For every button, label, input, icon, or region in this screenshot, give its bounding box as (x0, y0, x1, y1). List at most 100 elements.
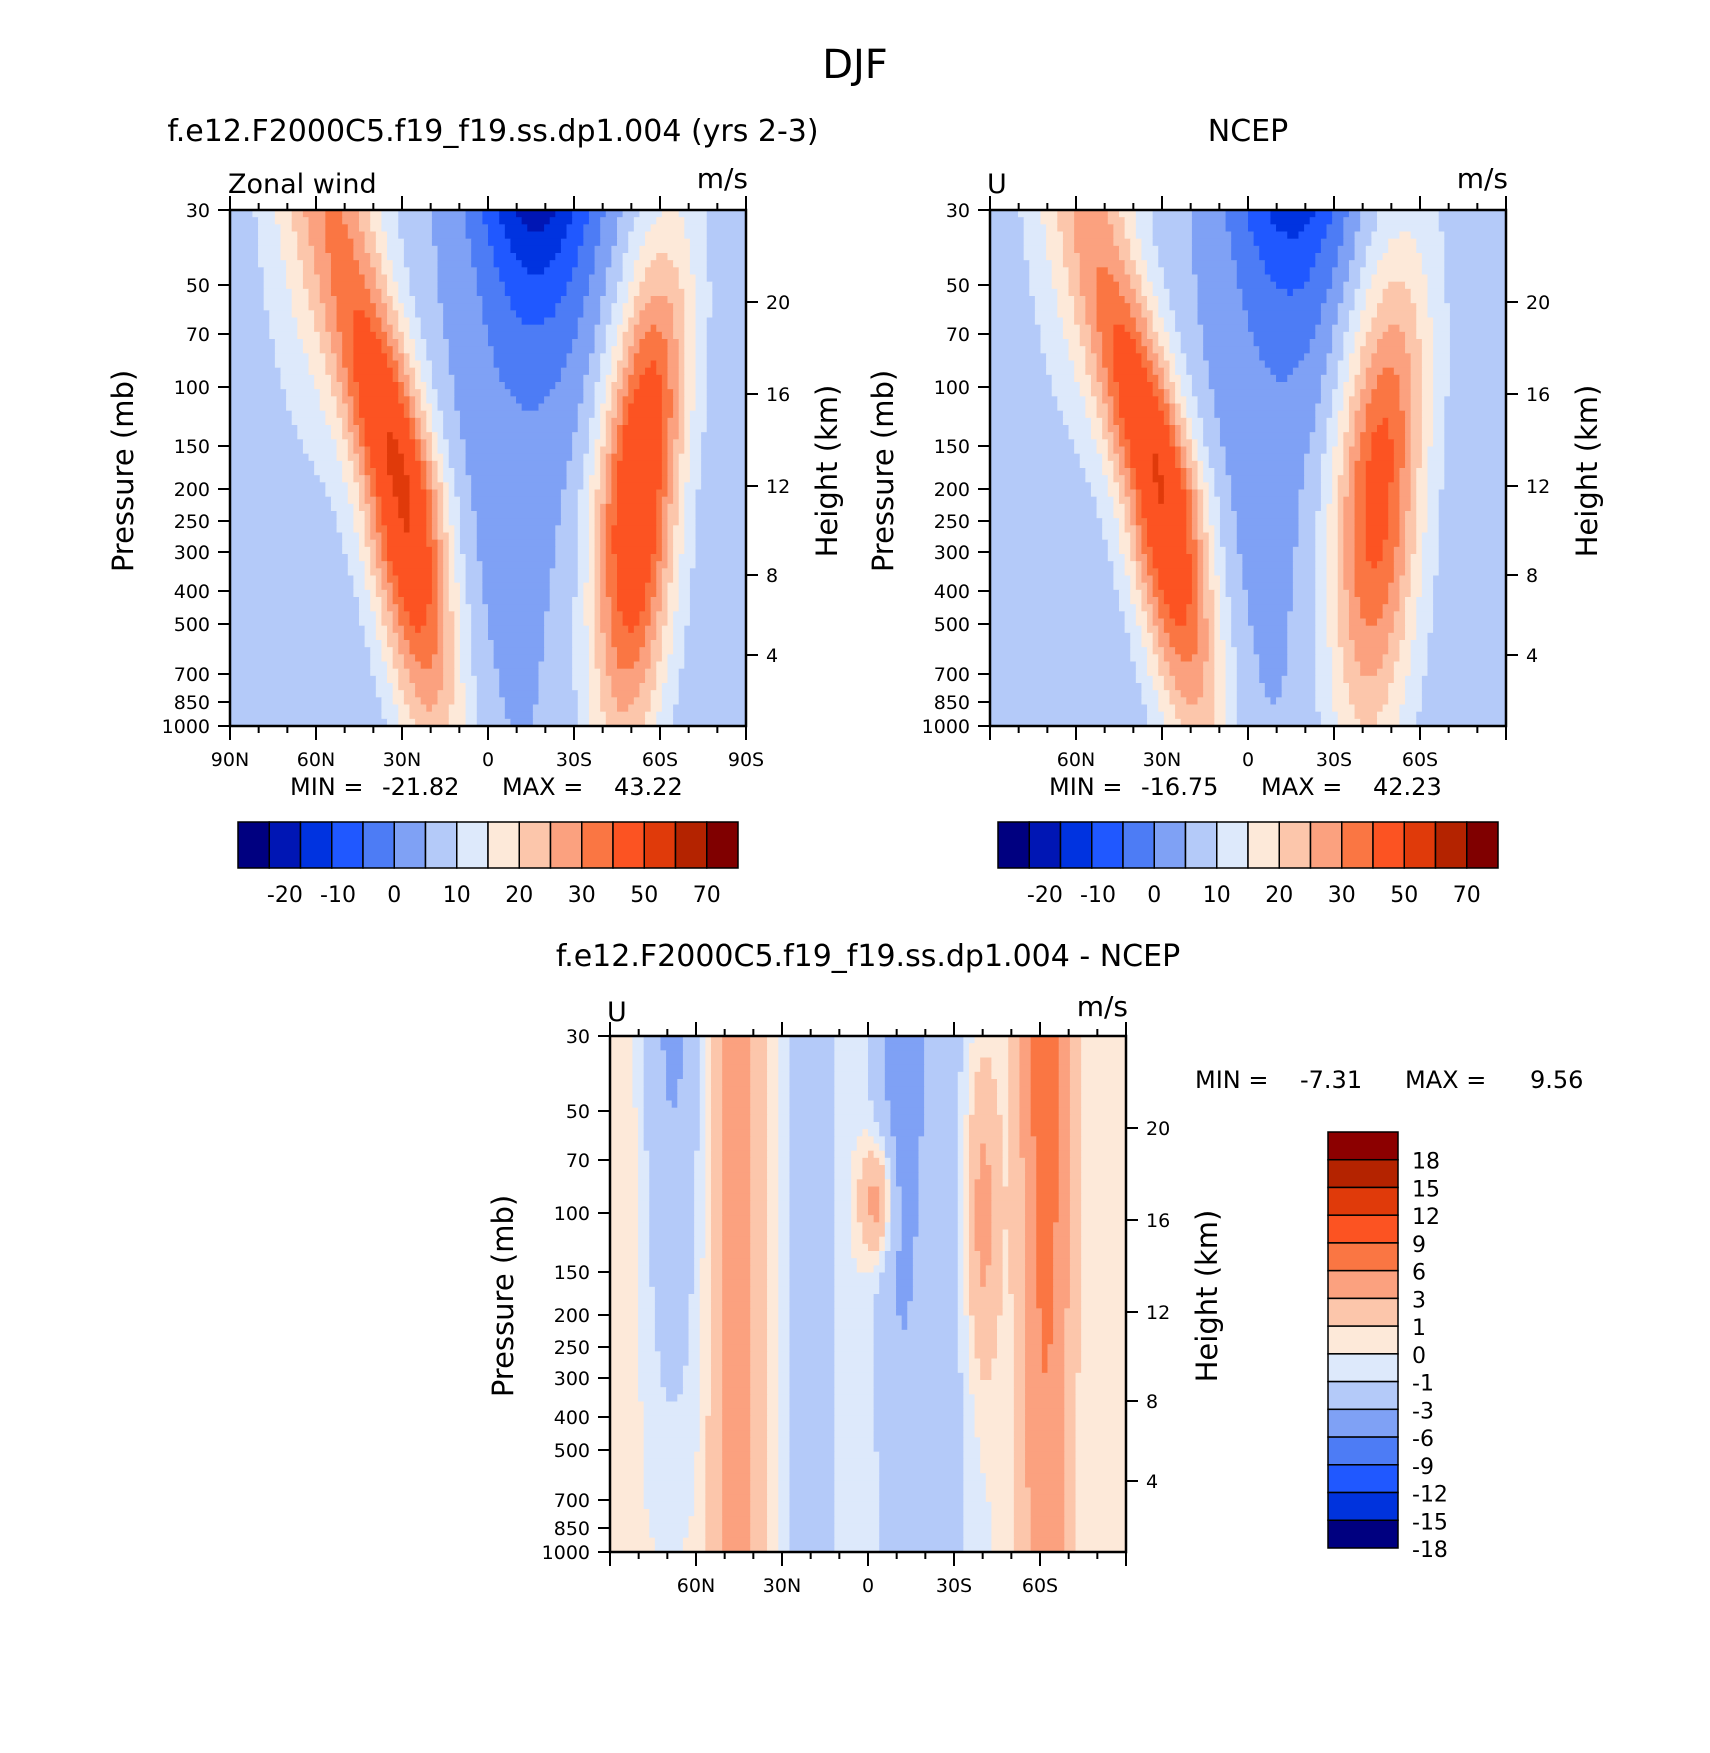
ncep-contour-cell (1219, 539, 1238, 548)
ncep-contour-cell (1377, 260, 1423, 268)
ncep-contour-cell (1449, 367, 1506, 376)
model-contour-cell (600, 403, 612, 412)
diff-contour-cell (879, 1208, 886, 1216)
diff-contour-cell (1081, 1165, 1126, 1173)
ncep-contour-cell (1337, 640, 1356, 648)
ncep-contour-cell (1410, 475, 1417, 483)
model-contour-cell (605, 539, 612, 548)
model-contour-cell (308, 288, 321, 297)
diff-contour-cell (638, 1150, 650, 1159)
model-contour-cell (712, 303, 746, 311)
ncep-contour-cell (1057, 396, 1086, 405)
ncep-contour-cell (1147, 324, 1154, 333)
diff-contour-cell (666, 1079, 678, 1087)
ncep-contour-cell (1208, 460, 1227, 469)
ncep-contour-cell (1124, 417, 1165, 426)
model-contour-cell (330, 382, 343, 390)
model-contour-cell (465, 690, 478, 698)
diff-contour-cell (980, 1150, 987, 1159)
diff-contour-cell (654, 1344, 690, 1352)
model-contour-cell (230, 704, 383, 713)
diff-contour-cell (710, 1136, 723, 1145)
model-contour-cell (409, 482, 422, 491)
ncep-contour-cell (1343, 331, 1356, 340)
model-contour-cell (673, 711, 746, 720)
model-contour-cell (291, 310, 315, 319)
ncep-contour-cell (1410, 360, 1423, 369)
model-contour-cell (684, 417, 691, 426)
diff-contour-cell (610, 1315, 639, 1324)
ncep-contour-cell (1315, 611, 1328, 620)
model-contour-cell (611, 253, 624, 261)
diff-contour-cell (968, 1107, 976, 1116)
model-contour-cell (353, 475, 366, 483)
model-contour-cell (302, 346, 321, 354)
diff-contour-cell (924, 1114, 959, 1123)
model-contour-cell (628, 245, 641, 254)
diff-contour-cell (1025, 1265, 1037, 1274)
model-contour-cell (566, 288, 590, 297)
diff-contour-cell (890, 1129, 925, 1137)
diff-contour-cell (1036, 1215, 1060, 1223)
ncep-contour-cell (1096, 367, 1109, 376)
ncep-contour-cell (1421, 260, 1445, 268)
model-contour-cell (689, 589, 746, 598)
model-contour-cell (392, 618, 399, 627)
ncep-contour-cell (1163, 496, 1187, 505)
model-contour-cell (617, 647, 641, 655)
ncep-contour-cell (1197, 604, 1204, 612)
ncep-contour-cell (1259, 654, 1288, 663)
model-contour-cell (381, 611, 394, 620)
model-contour-cell (347, 367, 354, 376)
diff-contour-cell (1058, 1122, 1071, 1130)
model-contour-cell (622, 331, 635, 340)
model-contour-cell (504, 704, 534, 713)
model-contour-cell (314, 253, 332, 261)
diff-contour-cell (834, 1136, 858, 1145)
model-contour-cell (230, 697, 383, 706)
diff-contour-cell (722, 1036, 751, 1044)
ncep-contour-cell (1444, 253, 1506, 261)
model-contour-cell (650, 296, 669, 304)
model-contour-cell (538, 403, 579, 412)
diff-contour-cell (694, 1186, 706, 1195)
ncep-contour-cell (1214, 489, 1232, 498)
diff-contour-cell (1008, 1150, 1021, 1159)
diff-contour-cell (1069, 1093, 1082, 1102)
ncep-contour-cell (1175, 446, 1182, 455)
model-contour-cell (415, 296, 439, 304)
diff-contour-cell (968, 1337, 976, 1345)
model-contour-cell (622, 346, 629, 354)
diff-contour-cell (1081, 1136, 1126, 1145)
ncep-colorbar-label: 20 (1265, 883, 1293, 908)
model-contour-cell (230, 525, 338, 534)
model-contour-cell (617, 339, 624, 347)
ncep-contour-cell (990, 632, 1131, 641)
model-contour-cell (695, 360, 708, 369)
ncep-contour-cell (1057, 217, 1075, 225)
diff-contour-cell (873, 1351, 959, 1360)
ncep-contour-cell (1304, 482, 1322, 491)
model-contour-cell (622, 425, 663, 433)
model-contour-cell (695, 353, 708, 362)
model-contour-cell (398, 503, 411, 512)
diff-contour-cell (778, 1157, 791, 1166)
diff-contour-cell (705, 1150, 712, 1159)
ncep-contour-cell (990, 339, 1042, 347)
ncep-contour-cell (1377, 310, 1417, 319)
ncep-contour-cell (1253, 625, 1288, 634)
panel-ncep-max-label: MAX = (1261, 773, 1342, 801)
model-contour-cell (336, 439, 349, 448)
model-contour-cell (605, 496, 612, 505)
model-contour-cell (319, 296, 338, 304)
model-contour-cell (364, 525, 371, 534)
ncep-contour-cell (1354, 539, 1367, 548)
model-contour-cell (443, 317, 483, 326)
ncep-contour-cell (1348, 604, 1361, 612)
ncep-contour-cell (1405, 446, 1412, 455)
model-contour-cell (280, 367, 310, 376)
ncep-contour-cell (1365, 518, 1389, 526)
model-contour-cell (387, 317, 399, 326)
model-contour-cell (639, 683, 657, 691)
diff-contour-cell (767, 1064, 779, 1073)
